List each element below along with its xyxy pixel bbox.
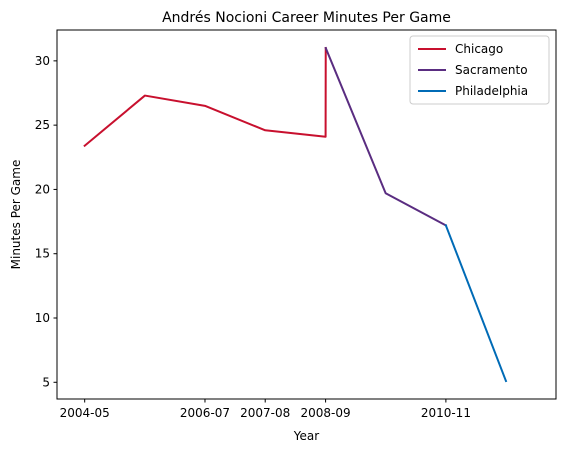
x-tick-label: 2007-08 [240,406,290,420]
y-tick-label: 25 [35,118,50,132]
x-axis: 2004-05 2006-07 2007-08 2008-09 2010-11 [60,399,471,420]
legend-label: Sacramento [455,63,528,77]
legend-label: Philadelphia [455,84,528,98]
y-tick-label: 5 [42,375,50,389]
y-axis: 5 10 15 20 25 30 [35,54,57,389]
chart-title: Andrés Nocioni Career Minutes Per Game [162,10,451,26]
y-axis-label: Minutes Per Game [9,160,23,270]
legend-box [409,35,550,105]
legend: Chicago Sacramento Philadelphia [409,35,550,105]
series-line-sacramento [324,46,448,227]
y-tick-label: 10 [35,311,50,325]
y-tick-label: 20 [35,182,50,196]
x-axis-label: Year [293,429,319,443]
series-lines [83,46,508,383]
x-tick-label: 2004-05 [60,406,110,420]
x-tick-label: 2006-07 [180,406,230,420]
x-tick-label: 2010-11 [421,406,471,420]
y-tick-label: 30 [35,54,50,68]
series-line-chicago [83,46,327,148]
legend-label: Chicago [455,42,503,56]
series-line-philadelphia [444,224,508,383]
x-tick-label: 2008-09 [301,406,351,420]
y-tick-label: 15 [35,247,50,261]
